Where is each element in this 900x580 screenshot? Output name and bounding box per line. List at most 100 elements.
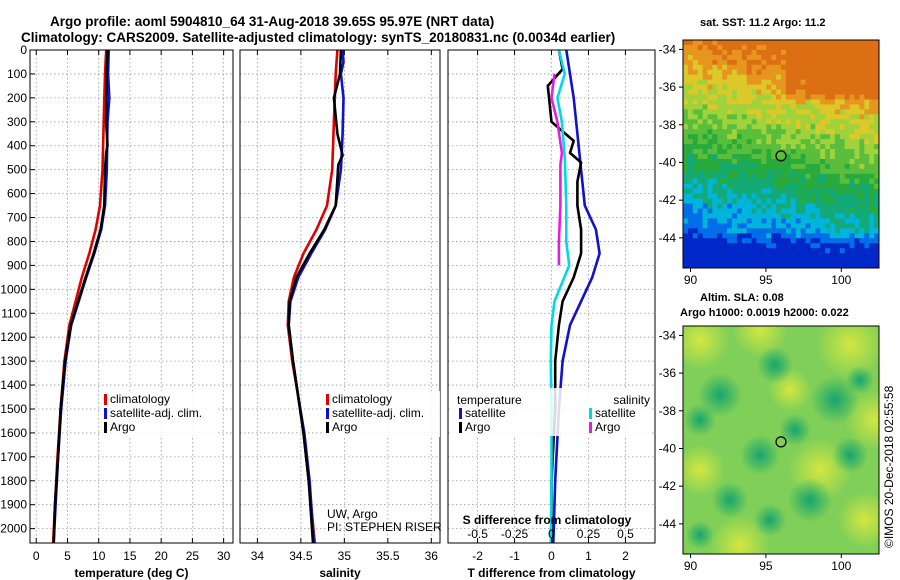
map-lon-tick: 95	[759, 273, 773, 287]
map-lat-tick: -42	[659, 193, 677, 207]
depth-tick: 900	[7, 258, 27, 272]
depth-tick: 1000	[0, 282, 27, 296]
depth-tick: 100	[7, 67, 27, 81]
depth-tick: 1700	[0, 450, 27, 464]
temperature-legend-label: satellite-adj. clim.	[110, 406, 202, 420]
map-lat-tick: -34	[659, 328, 677, 342]
temperature-legend-swatch	[104, 408, 107, 419]
salinity-series-argo	[287, 50, 344, 543]
sst-map-frame	[682, 39, 880, 269]
temperature-grid	[30, 49, 233, 543]
salinity-legend-swatch	[326, 422, 329, 433]
salinity-xtick: 36	[425, 549, 439, 563]
salinity-legend-swatch	[326, 394, 329, 405]
temperature-frame	[29, 49, 234, 544]
argo-position-marker	[775, 436, 787, 448]
map-lon-tick: 100	[831, 273, 851, 287]
depth-tick: 0	[20, 43, 27, 57]
depth-tick: 1200	[0, 330, 27, 344]
depth-tick: 400	[7, 139, 27, 153]
sla-map-axes: -34 -36 -38 -40 -42 -44 90 95 100	[659, 328, 852, 573]
temperature-series-argo	[52, 50, 109, 543]
map-lon-tick: 100	[831, 559, 851, 573]
temperature-xtick: 20	[154, 549, 168, 563]
map-lat-tick: -38	[659, 404, 677, 418]
salinity-legend-label: satellite-adj. clim.	[332, 406, 424, 420]
title-line-1: Argo profile: aoml 5904810_64 31-Aug-201…	[50, 14, 494, 29]
sst-map: sat. SST: 11.2 Argo: 11.2 -34 -36 -38 -40 -4…	[659, 17, 880, 287]
map-lon-tick: 90	[684, 559, 698, 573]
temperature-xlabel: temperature (deg C)	[74, 566, 188, 580]
depth-tick: 600	[7, 187, 27, 201]
temperature-xtick: 15	[123, 549, 137, 563]
difference-top-tick: 0	[548, 527, 555, 541]
sla-map-title-1: Altim. SLA: 0.08	[700, 292, 784, 304]
difference-legend-label: Argo	[465, 420, 491, 434]
map-lon-tick: 95	[759, 559, 773, 573]
difference-legend-label: satellite	[465, 406, 506, 420]
temperature-xtick: 25	[186, 549, 200, 563]
salinity-xtick: 35.5	[376, 549, 400, 563]
difference-xtick: 1	[585, 549, 592, 563]
difference-top-tick: 0.25	[577, 527, 601, 541]
sla-map-title-2: Argo h1000: 0.0019 h2000: 0.022	[680, 307, 849, 319]
map-lat-tick: -34	[659, 42, 677, 56]
argo-position-marker	[775, 150, 787, 162]
difference-legend-label: satellite	[595, 406, 636, 420]
map-lat-tick: -42	[659, 479, 677, 493]
title-line-2: Climatology: CARS2009. Satellite-adjuste…	[21, 30, 615, 45]
depth-tick: 1400	[0, 378, 27, 392]
temperature-series-satellite-adj-clim-	[52, 50, 111, 543]
difference-legend: temperature salinitysatelliteArgosatellit…	[452, 388, 652, 436]
map-lat-tick: -40	[659, 155, 677, 169]
difference-legend-label: Argo	[595, 420, 621, 434]
depth-tick: 200	[7, 91, 27, 105]
sla-map: Altim. SLA: 0.08 Argo h1000: 0.0019 h200…	[659, 292, 880, 573]
depth-tick: 300	[7, 115, 27, 129]
salinity-grid	[240, 49, 440, 543]
temperature-legend-label: Argo	[110, 420, 136, 434]
salinity-xtick: 34	[251, 549, 265, 563]
temperature-legend-swatch	[104, 394, 107, 405]
salinity-xlabel: salinity	[319, 566, 361, 580]
difference-panel: -2 -1 0 1 2 T difference from climatology -0.5…	[447, 49, 656, 580]
salinity-panel: 34 34.5 35 35.5 36 salinity climatologysatelli…	[239, 49, 442, 580]
difference-top-tick: -0.25	[501, 527, 529, 541]
sst-map-title: sat. SST: 11.2 Argo: 11.2	[700, 17, 826, 29]
difference-xtick: -2	[472, 549, 483, 563]
map-lat-tick: -36	[659, 80, 677, 94]
depth-tick: 1100	[1, 306, 27, 320]
sst-map-axes: -34 -36 -38 -40 -42 -44 90 95 100	[659, 42, 852, 287]
difference-legend-title-s: salinity	[613, 393, 650, 407]
depth-tick: 1900	[0, 498, 27, 512]
difference-legend-title-t: temperature	[457, 393, 522, 407]
map-lat-tick: -38	[659, 118, 677, 132]
difference-top-tick: 0.5	[617, 527, 634, 541]
map-lat-tick: -44	[659, 517, 677, 531]
depth-tick: 2000	[0, 522, 27, 536]
temperature-legend-label: climatology	[110, 392, 170, 406]
map-lat-tick: -40	[659, 441, 677, 455]
salinity-annotation-1: UW, Argo	[327, 507, 378, 521]
salinity-series-climatology	[286, 50, 339, 543]
depth-tick: 700	[7, 211, 27, 225]
map-lat-tick: -36	[659, 366, 677, 380]
difference-series-t-argo	[546, 50, 583, 543]
salinity-xtick: 34.5	[289, 549, 313, 563]
depth-tick: 500	[7, 163, 27, 177]
salinity-annotation-2: PI: STEPHEN RISER	[327, 520, 442, 534]
map-lon-tick: 90	[684, 273, 698, 287]
salinity-legend-label: climatology	[332, 392, 392, 406]
temperature-xtick: 5	[64, 549, 71, 563]
salinity-legend-swatch	[326, 408, 329, 419]
salinity-frame	[239, 49, 441, 544]
temperature-xtick: 10	[92, 549, 106, 563]
difference-xlabel: T difference from climatology	[467, 566, 635, 580]
difference-top-tick: -0.5	[467, 527, 488, 541]
salinity-xtick: 35	[338, 549, 352, 563]
depth-tick: 1600	[0, 426, 27, 440]
salinity-legend-label: Argo	[332, 420, 358, 434]
sst-map-field	[683, 40, 879, 268]
